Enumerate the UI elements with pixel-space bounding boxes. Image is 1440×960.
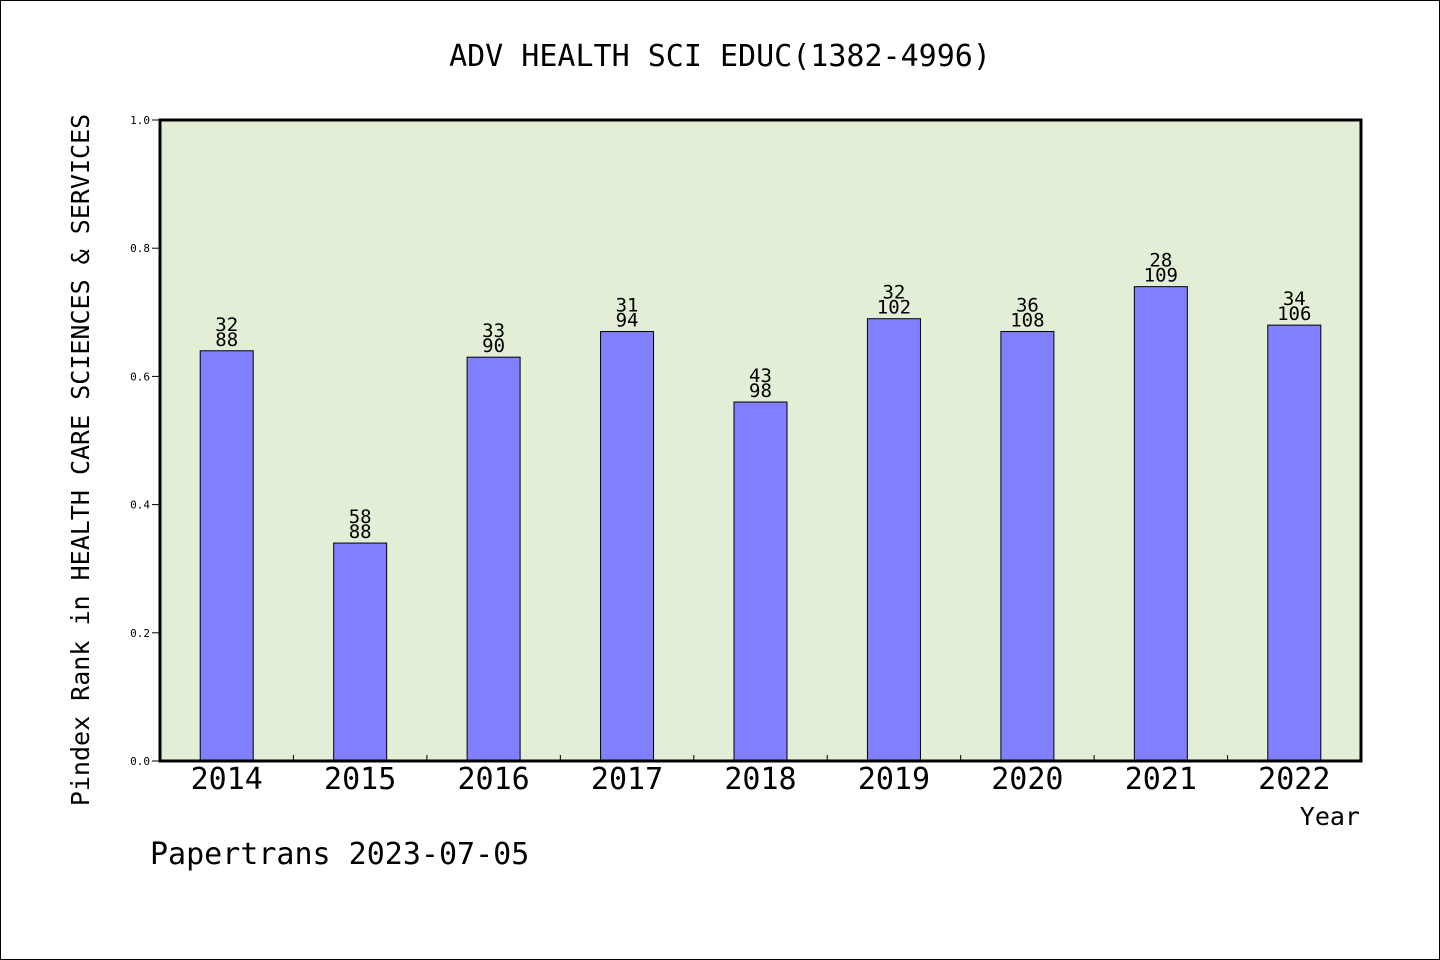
- x-tick-label: 2020: [991, 762, 1063, 797]
- bar-label-top: 34: [1283, 288, 1306, 310]
- bar-label-bottom: 88: [215, 329, 238, 351]
- x-tick-label: 2017: [591, 762, 663, 797]
- bar-label-bottom: 90: [482, 335, 505, 357]
- bar: [600, 331, 655, 762]
- bar-label-bottom: 102: [877, 297, 911, 319]
- bar: [1000, 331, 1055, 762]
- plot-border: [158, 118, 1363, 763]
- bar: [333, 542, 388, 762]
- bar: [733, 401, 788, 762]
- bar-label-bottom: 94: [616, 310, 639, 332]
- x-tick-label: 2015: [324, 762, 396, 797]
- x-axis-label: Year: [1300, 802, 1360, 831]
- y-axis-label: Pindex Rank in HEALTH CARE SCIENCES & SE…: [66, 114, 95, 806]
- bar: [466, 356, 521, 762]
- x-tick-label: 2021: [1125, 762, 1197, 797]
- bar-label-top: 36: [1016, 295, 1039, 317]
- y-tick-label: 0.8: [130, 242, 150, 255]
- x-axis: 2014 2015 2016 2017 2018 2019 2020 2021 2022: [191, 755, 1330, 797]
- bar-label-top: 31: [616, 295, 639, 317]
- bar-label-bottom: 98: [749, 380, 772, 402]
- bar-label-bottom: 109: [1144, 265, 1178, 287]
- x-tick-label: 2019: [858, 762, 930, 797]
- y-axis: 0.0 0.2 0.4 0.6 0.8 1.0: [130, 114, 160, 768]
- x-tick-label: 2018: [724, 762, 796, 797]
- bar-label-top: 58: [349, 506, 372, 528]
- chart-title: ADV HEALTH SCI EDUC(1382-4996): [449, 39, 991, 74]
- bar-label-top: 43: [749, 365, 772, 387]
- bar: [1133, 286, 1188, 762]
- y-tick-label: 1.0: [130, 114, 150, 127]
- bar-label-bottom: 108: [1010, 310, 1044, 332]
- y-tick-label: 0.2: [130, 627, 150, 640]
- bar-label-top: 33: [482, 320, 505, 342]
- x-tick-label: 2014: [191, 762, 263, 797]
- bar: [199, 350, 254, 762]
- bar-label-top: 28: [1149, 250, 1172, 272]
- x-tick-label: 2022: [1258, 762, 1330, 797]
- bar-label-top: 32: [215, 314, 238, 336]
- bar-label-bottom: 106: [1277, 303, 1311, 325]
- bar-label-top: 32: [882, 282, 905, 304]
- bar-label-bottom: 88: [349, 521, 372, 543]
- y-tick-label: 0.0: [130, 755, 150, 768]
- bar: [1267, 324, 1322, 762]
- bar: [866, 318, 921, 762]
- bar-series: [199, 286, 1322, 762]
- y-tick-label: 0.6: [130, 370, 150, 383]
- x-tick-label: 2016: [457, 762, 529, 797]
- footer-credit: Papertrans 2023-07-05: [150, 837, 529, 872]
- y-tick-label: 0.4: [130, 499, 150, 512]
